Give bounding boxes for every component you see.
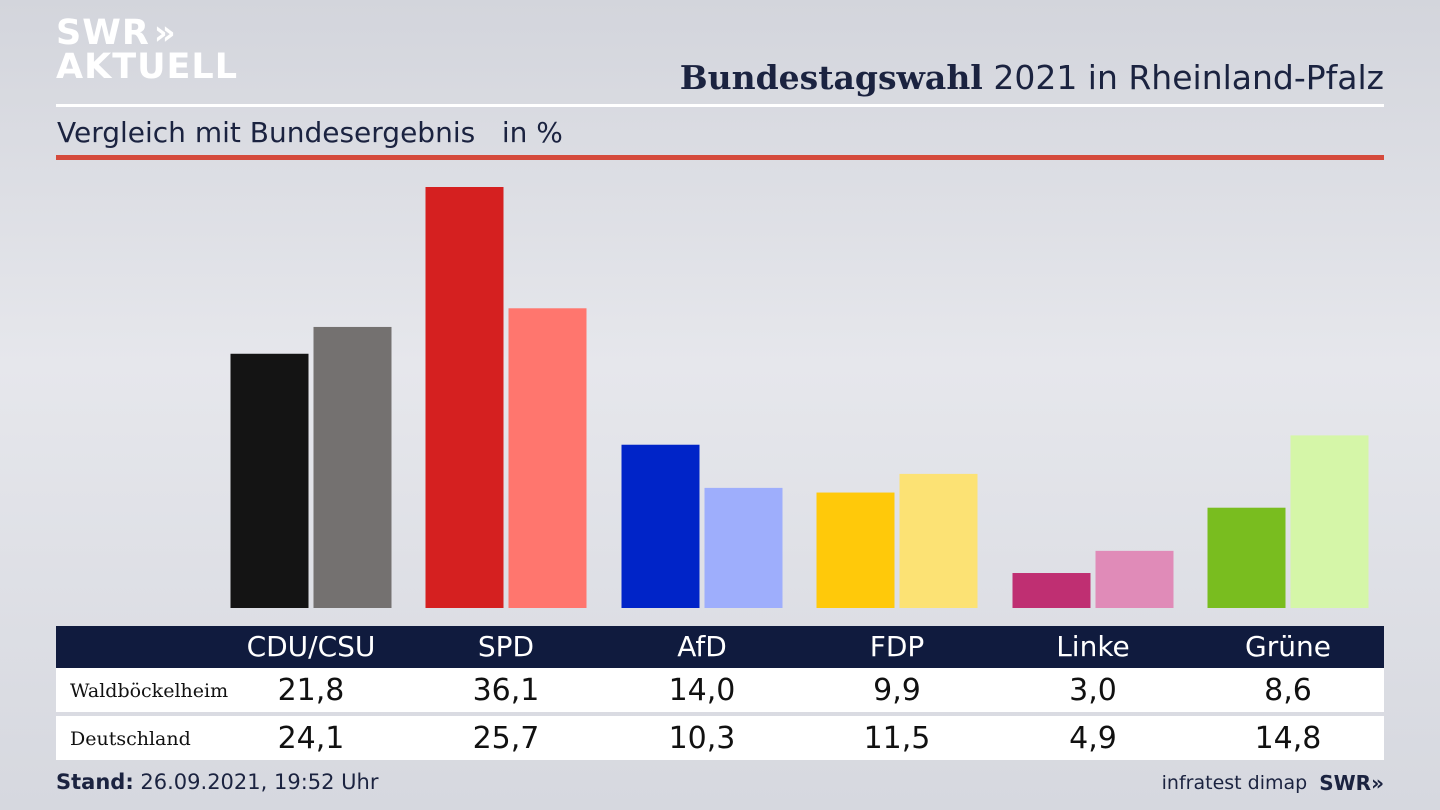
table-cell: 36,1	[472, 673, 540, 708]
bar-cdu-csu-waldböckelheim	[230, 353, 309, 608]
table-cell: 10,3	[668, 721, 736, 756]
subtitle-divider	[56, 155, 1384, 160]
column-header: SPD	[477, 630, 535, 663]
bar-spd-waldböckelheim	[425, 187, 504, 608]
table-cell: 9,9	[873, 673, 921, 708]
table-cell: 14,0	[668, 673, 736, 708]
source-text: infratest dimap	[1161, 772, 1308, 794]
table-cell: 21,8	[277, 673, 345, 708]
bar-fdp-waldböckelheim	[816, 492, 895, 608]
row-label: Deutschland	[70, 728, 191, 750]
column-header: AfD	[677, 630, 727, 663]
results-table: CDU/CSU SPD AfD FDP Linke Grüne Waldböckelhei…	[56, 626, 1384, 760]
table-cell: 8,6	[1264, 673, 1312, 708]
table-header-row: CDU/CSU SPD AfD FDP Linke Grüne	[56, 626, 1384, 668]
row-label: Waldböckelheim	[70, 680, 229, 702]
column-header: CDU/CSU	[246, 630, 376, 663]
stand-label: Stand:	[56, 770, 134, 794]
column-header: FDP	[869, 630, 925, 663]
bar-gr-ne-deutschland	[1290, 435, 1369, 608]
bar-linke-waldböckelheim	[1012, 573, 1091, 608]
table-row: Waldböckelheim 21,8 36,1 14,0 9,9 3,0 8,6	[56, 668, 1384, 712]
subtitle: Vergleich mit Bundesergebnis in %	[57, 116, 563, 149]
bar-cdu-csu-deutschland	[313, 326, 392, 608]
bar-afd-waldböckelheim	[621, 444, 700, 608]
bar-spd-deutschland	[508, 308, 587, 608]
page-title: Bundestagswahl 2021 in Rheinland-Pfalz	[680, 58, 1384, 97]
table-cell: 24,1	[277, 721, 345, 756]
title-rest: 2021 in Rheinland-Pfalz	[982, 58, 1384, 97]
bar-fdp-deutschland	[899, 473, 978, 608]
table-cell: 25,7	[472, 721, 540, 756]
column-header: Grüne	[1245, 630, 1331, 663]
stand-value: 26.09.2021, 19:52 Uhr	[133, 770, 379, 794]
table-body: Waldböckelheim 21,8 36,1 14,0 9,9 3,0 8,6 Deuts…	[56, 668, 1384, 760]
header-divider	[56, 104, 1384, 107]
source-credit: infratest dimap SWR»	[1162, 771, 1384, 795]
swr-logo-small: SWR»	[1319, 771, 1384, 795]
table-cell: 11,5	[863, 721, 931, 756]
timestamp: Stand: 26.09.2021, 19:52 Uhr	[56, 770, 379, 794]
bar-afd-deutschland	[704, 487, 783, 608]
title-bold: Bundestagswahl	[679, 58, 983, 97]
column-header: Linke	[1056, 630, 1130, 663]
table-cell: 14,8	[1254, 721, 1322, 756]
bar-linke-deutschland	[1095, 550, 1174, 608]
logo-text-swr: SWR	[56, 13, 150, 53]
logo-text-aktuell: AKTUELL	[56, 47, 239, 87]
swr-aktuell-logo: SWR » AKTUELL	[56, 13, 239, 87]
table-cell: 3,0	[1069, 673, 1117, 708]
bar-gr-ne-waldböckelheim	[1207, 507, 1286, 608]
table-row: Deutschland 24,1 25,7 10,3 11,5 4,9 14,8	[56, 716, 1384, 760]
table-cell: 4,9	[1069, 721, 1117, 756]
